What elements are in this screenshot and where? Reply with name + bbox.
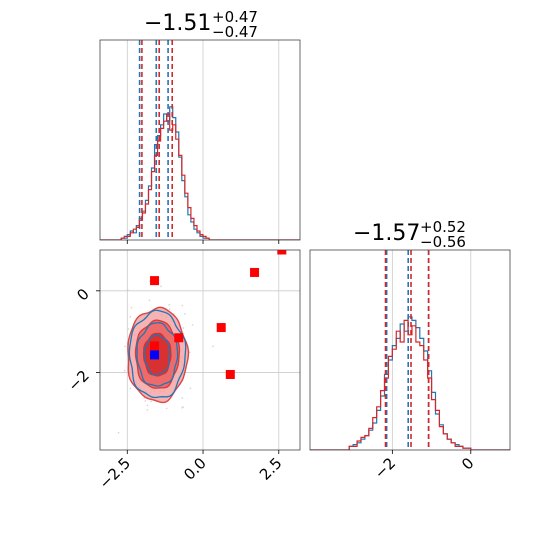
sample-point bbox=[148, 299, 151, 302]
sample-point bbox=[124, 345, 126, 348]
histogram-series-1 bbox=[310, 319, 510, 450]
sample-point bbox=[188, 351, 191, 354]
blue-contour bbox=[128, 309, 187, 399]
sample-point bbox=[126, 289, 129, 291]
sample-point bbox=[117, 431, 120, 434]
sample-point bbox=[129, 387, 132, 390]
panel-frame bbox=[99, 249, 301, 451]
x-tick-label: 0.0 bbox=[180, 454, 210, 484]
panel-background bbox=[310, 250, 510, 450]
param1-title-sub: −0.47 bbox=[212, 23, 258, 41]
sample-point bbox=[127, 328, 130, 330]
sample-point bbox=[181, 304, 184, 307]
y-tick-label: 0 bbox=[73, 285, 92, 304]
marker-square bbox=[250, 267, 260, 277]
x-tick-label: −2.5 bbox=[96, 454, 134, 492]
sample-point bbox=[212, 345, 214, 348]
panel-background bbox=[100, 40, 300, 240]
joint-contour-panel bbox=[99, 249, 301, 451]
marker-square bbox=[216, 323, 226, 333]
y-tick-label: −2 bbox=[64, 367, 92, 395]
sample-point bbox=[182, 327, 185, 329]
sample-point bbox=[165, 407, 168, 410]
sample-point bbox=[182, 406, 185, 408]
blue-contour bbox=[143, 333, 171, 376]
param2-title-sub: −0.56 bbox=[420, 233, 466, 251]
param2-title-sup: +0.52 bbox=[420, 218, 466, 236]
sample-point bbox=[144, 399, 147, 402]
sample-point bbox=[168, 303, 171, 306]
sample-point bbox=[168, 308, 171, 311]
x-tick-label: 0 bbox=[458, 454, 477, 473]
sample-point bbox=[191, 323, 194, 326]
blue-contour bbox=[136, 322, 179, 387]
marker-square bbox=[150, 341, 160, 351]
param1-histogram-panel bbox=[99, 39, 301, 241]
sample-point bbox=[146, 409, 149, 411]
sample-point bbox=[183, 312, 186, 315]
marker-square bbox=[277, 250, 287, 255]
sample-point bbox=[181, 397, 184, 399]
param2-title: −1.57 +0.52 −0.56 bbox=[353, 218, 466, 251]
marker-square bbox=[225, 369, 235, 379]
panel-frame bbox=[309, 249, 511, 451]
sample-point bbox=[123, 369, 126, 372]
marker-square bbox=[150, 276, 160, 286]
param2-histogram-panel bbox=[309, 249, 511, 451]
param1-title: −1.51 +0.47 −0.47 bbox=[144, 8, 258, 41]
x-tick-label: 2.5 bbox=[256, 454, 286, 484]
sample-point bbox=[129, 315, 132, 318]
x-tick-label: −2 bbox=[371, 454, 399, 482]
marker-square bbox=[174, 333, 184, 343]
marker-square bbox=[150, 350, 160, 360]
sample-point bbox=[130, 306, 133, 309]
sample-point bbox=[189, 387, 192, 390]
histogram-series-1 bbox=[100, 113, 300, 240]
param2-title-main: −1.57 bbox=[353, 221, 420, 246]
sample-point bbox=[150, 400, 153, 403]
param1-title-main: −1.51 bbox=[144, 11, 211, 36]
sample-point bbox=[160, 285, 163, 288]
param1-title-sup: +0.47 bbox=[212, 8, 258, 26]
panel-frame bbox=[99, 39, 301, 241]
sample-point bbox=[146, 404, 149, 407]
histogram-series-0 bbox=[100, 106, 300, 240]
